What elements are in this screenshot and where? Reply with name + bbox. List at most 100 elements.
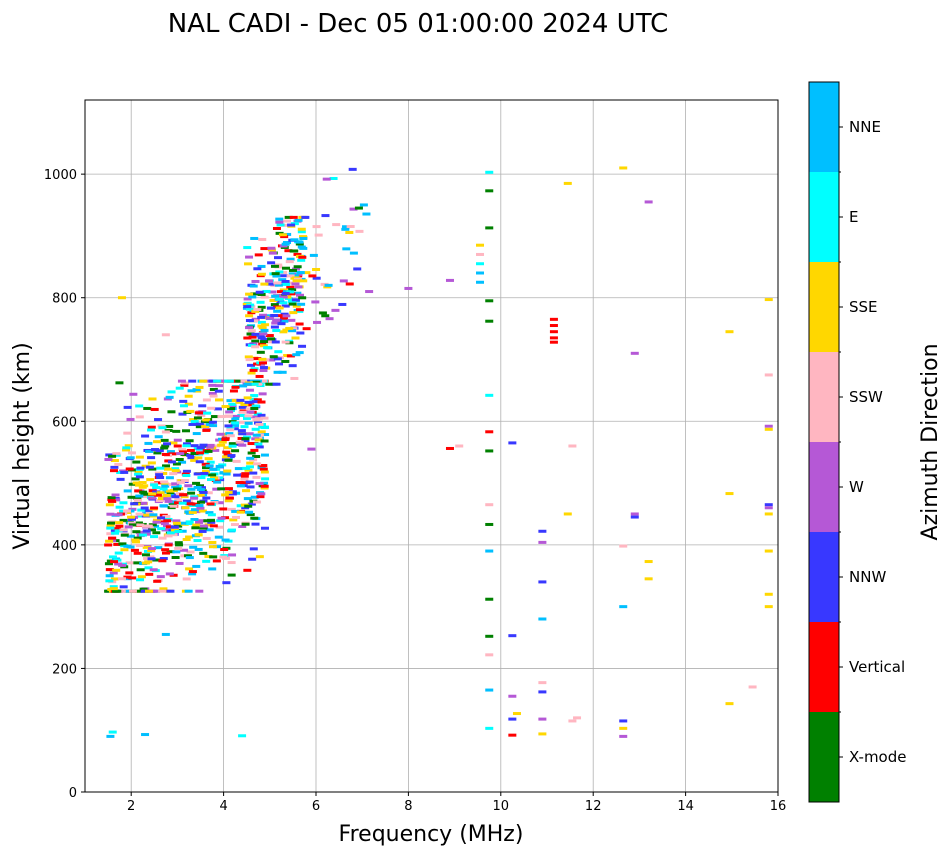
echo-point: [312, 225, 321, 229]
echo-point: [206, 443, 215, 447]
echo-point: [252, 380, 261, 384]
echo-point: [178, 529, 187, 533]
echo-point: [148, 397, 157, 401]
echo-point: [290, 238, 299, 242]
echo-point: [236, 398, 245, 402]
colorbar-frame: [808, 81, 840, 803]
echo-point: [213, 379, 222, 383]
echo-point: [644, 200, 653, 204]
echo-point: [225, 410, 234, 414]
echo-point: [164, 543, 173, 547]
echo-point: [288, 268, 297, 272]
echo-point: [260, 453, 269, 457]
echo-point: [321, 314, 330, 318]
echo-point: [143, 557, 152, 561]
echo-point: [133, 551, 142, 555]
echo-point: [257, 320, 266, 324]
echo-point: [135, 494, 144, 498]
echo-point: [135, 475, 144, 479]
echo-point: [321, 214, 330, 218]
echo-point: [165, 525, 174, 529]
echo-point: [123, 405, 132, 409]
echo-point: [130, 548, 139, 552]
echo-point: [276, 223, 285, 227]
echo-point: [250, 394, 259, 398]
echo-point: [247, 371, 256, 375]
echo-point: [258, 379, 267, 383]
echo-point: [108, 730, 117, 734]
echo-point: [272, 318, 281, 322]
echo-point: [237, 429, 246, 433]
echo-point: [162, 493, 171, 497]
echo-point: [258, 326, 267, 330]
echo-point: [295, 308, 304, 312]
echo-point: [226, 434, 235, 438]
echo-point: [141, 434, 150, 438]
echo-point: [259, 464, 268, 468]
echo-point: [341, 227, 350, 231]
echo-point: [166, 450, 175, 454]
echo-point: [272, 274, 281, 278]
echo-point: [445, 446, 454, 450]
echo-point: [245, 307, 254, 311]
echo-point: [246, 403, 255, 407]
echo-point: [172, 550, 181, 554]
echo-point: [123, 544, 132, 548]
echo-point: [159, 504, 168, 508]
echo-point: [348, 167, 357, 171]
echo-point: [267, 246, 276, 250]
echo-point: [188, 422, 197, 426]
echo-point: [139, 587, 148, 591]
echo-point: [124, 444, 133, 448]
echo-point: [293, 277, 302, 281]
echo-point: [172, 429, 181, 433]
echo-point: [253, 308, 262, 312]
echo-point: [224, 458, 233, 462]
echo-point: [538, 580, 547, 584]
echo-point: [223, 469, 232, 473]
echo-point: [180, 495, 189, 499]
echo-point: [285, 326, 294, 330]
echo-point: [133, 498, 142, 502]
echo-point: [287, 292, 296, 296]
echo-point: [122, 448, 131, 452]
colorbar-label: Azimuth Direction: [918, 343, 943, 540]
echo-point: [141, 733, 150, 737]
echo-point: [158, 589, 167, 593]
echo-point: [147, 461, 156, 465]
echo-point: [245, 319, 254, 323]
echo-point: [329, 176, 338, 180]
echo-point: [128, 523, 137, 527]
echo-point: [273, 281, 282, 285]
echo-point: [250, 367, 259, 371]
echo-point: [120, 548, 129, 552]
echo-point: [117, 577, 126, 581]
echo-point: [141, 561, 150, 565]
echo-point: [202, 398, 211, 402]
echo-point: [156, 491, 165, 495]
echo-point: [212, 559, 221, 563]
echo-point: [237, 413, 246, 417]
echo-point: [255, 482, 264, 486]
echo-point: [297, 258, 306, 262]
echo-point: [224, 499, 233, 503]
echo-point: [137, 514, 146, 518]
echo-point: [200, 420, 209, 424]
echo-point: [230, 523, 239, 527]
echo-point: [225, 496, 234, 500]
echo-point: [476, 271, 485, 275]
echo-point: [150, 535, 159, 539]
echo-point: [287, 318, 296, 322]
echo-point: [158, 559, 167, 563]
echo-point: [110, 560, 119, 564]
echo-point: [332, 223, 341, 227]
echo-point: [253, 357, 262, 361]
echo-point: [171, 482, 180, 486]
echo-point: [157, 424, 166, 428]
x-tick-label: 4: [219, 799, 227, 814]
echo-point: [243, 382, 252, 386]
echo-point: [270, 325, 279, 329]
echo-point: [216, 519, 225, 523]
echo-point: [281, 340, 290, 344]
echo-point: [128, 507, 137, 511]
